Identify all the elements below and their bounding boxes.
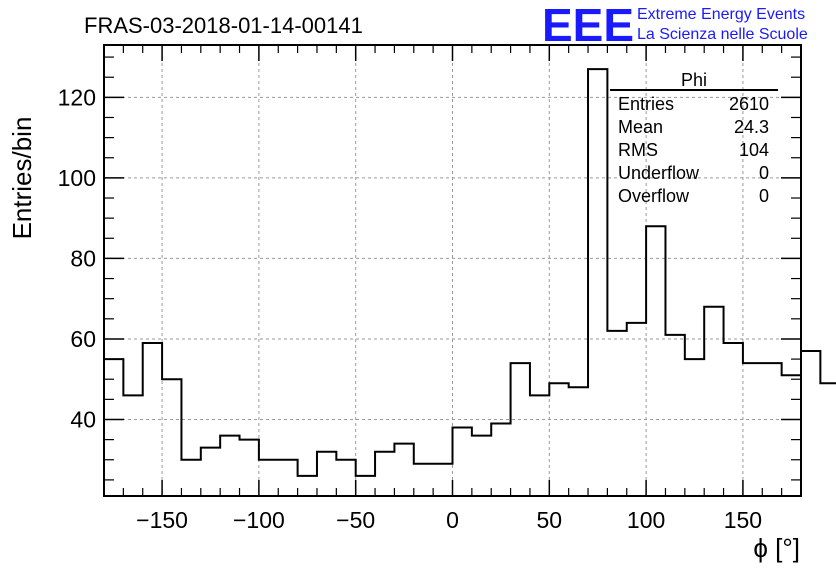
x-tick-label: 100 xyxy=(627,507,665,533)
stats-box: Phi Entries 2610 Mean 24.3 RMS 104 Under… xyxy=(610,70,778,206)
y-tick-label: 100 xyxy=(58,165,96,191)
stats-value-mean: 24.3 xyxy=(734,117,769,137)
stats-label-mean: Mean xyxy=(618,117,663,137)
stats-box-title: Phi xyxy=(681,70,707,90)
x-tick-label: −100 xyxy=(233,507,285,533)
stats-label-underflow: Underflow xyxy=(618,163,700,183)
x-tick-label: 150 xyxy=(724,507,762,533)
y-tick-label: 40 xyxy=(70,406,96,432)
x-tick-label: −50 xyxy=(336,507,375,533)
grid-layer xyxy=(104,45,801,496)
stats-label-entries: Entries xyxy=(618,94,674,114)
chart-title: FRAS-03-2018-01-14-00141 xyxy=(84,13,363,38)
eee-logo-line2: La Scienza nelle Scuole xyxy=(637,26,808,43)
y-axis-title: Entries/bin xyxy=(7,117,37,240)
x-tick-label: 50 xyxy=(537,507,563,533)
x-tick-label: −150 xyxy=(136,507,188,533)
tick-layer xyxy=(103,45,802,496)
y-tick-labels: 40 60 80 100 120 xyxy=(58,84,96,432)
stats-value-overflow: 0 xyxy=(759,186,769,206)
x-axis-title: ϕ [°] xyxy=(753,533,800,563)
eee-logo: EEE xyxy=(542,0,634,51)
histogram-line xyxy=(104,68,836,477)
stats-label-rms: RMS xyxy=(618,140,658,160)
stats-label-overflow: Overflow xyxy=(618,186,690,206)
y-tick-label: 120 xyxy=(58,84,96,110)
y-tick-label: 60 xyxy=(70,326,96,352)
x-tick-label: 0 xyxy=(446,507,459,533)
eee-logo-line1: Extreme Energy Events xyxy=(637,6,805,23)
y-tick-label: 80 xyxy=(70,245,96,271)
x-tick-labels: −150 −100 −50 0 50 100 150 xyxy=(136,507,762,533)
stats-value-underflow: 0 xyxy=(759,163,769,183)
stats-value-rms: 104 xyxy=(739,140,769,160)
stats-value-entries: 2610 xyxy=(729,94,769,114)
